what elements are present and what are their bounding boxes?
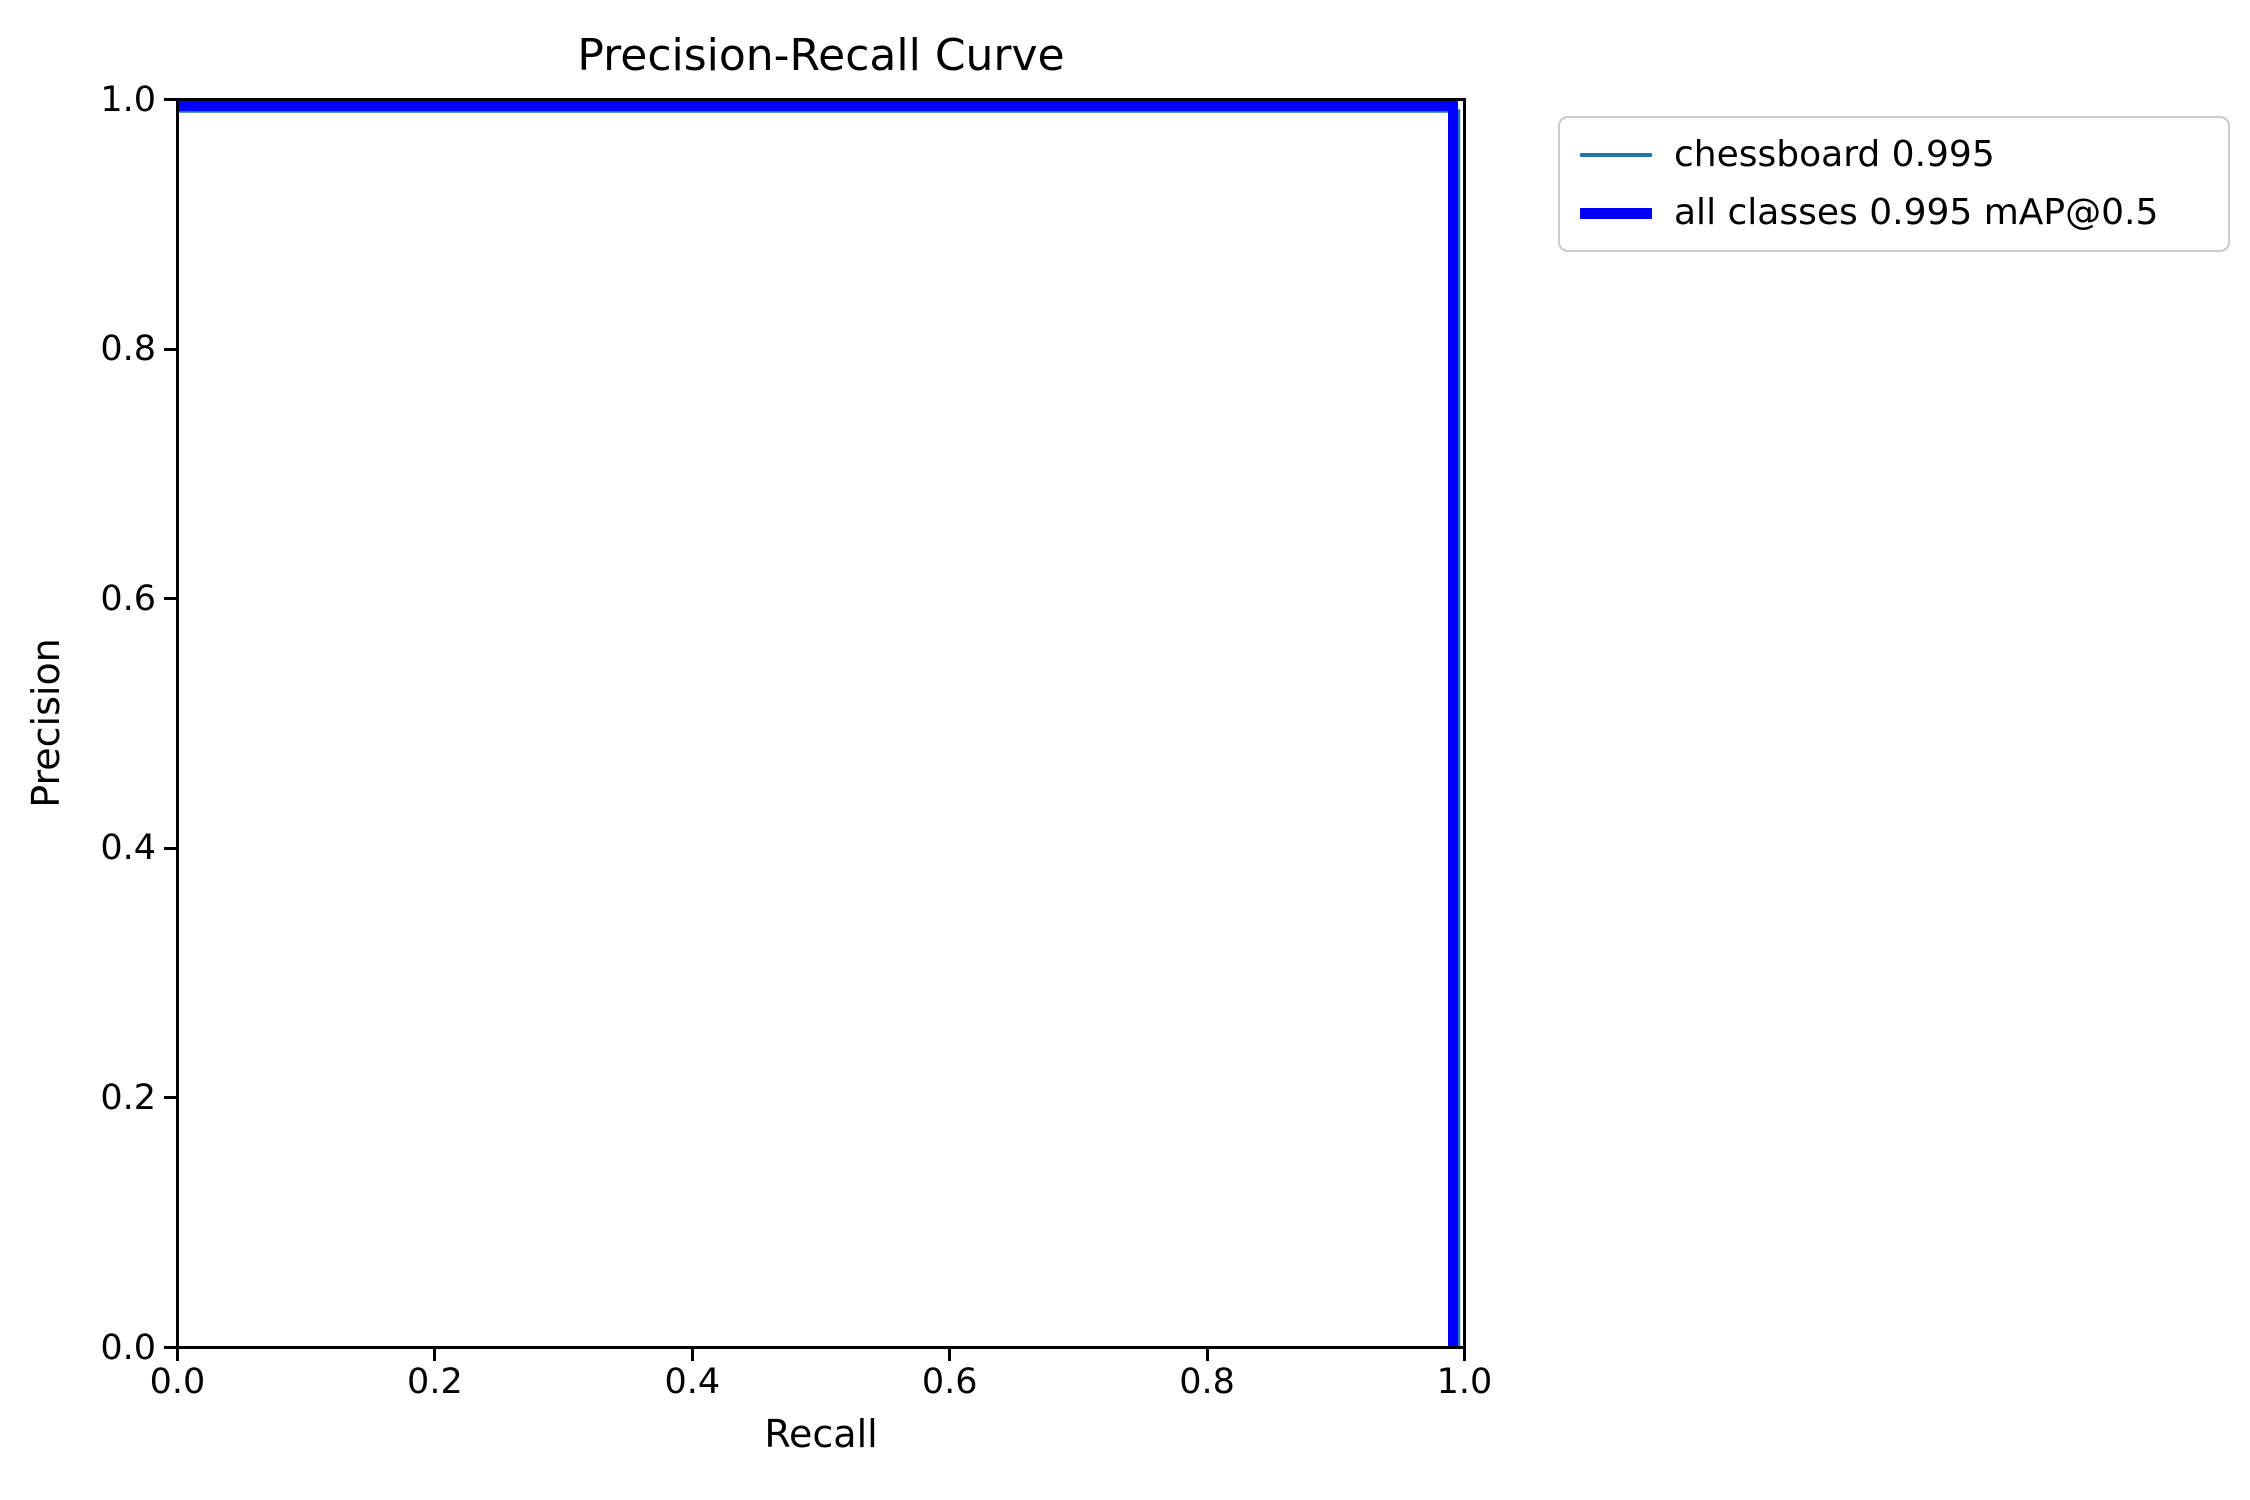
y-axis-label: Precision: [24, 638, 68, 808]
y-tick-label: 0.2: [100, 1077, 156, 1118]
legend-label: chessboard 0.995: [1674, 134, 1995, 176]
x-tick-mark: [948, 1349, 952, 1361]
x-tick-label: 1.0: [1436, 1362, 1493, 1402]
x-tick-mark: [690, 1349, 694, 1361]
x-tick-mark: [176, 1349, 179, 1361]
all-classes-curve: [179, 101, 1458, 1346]
y-tick-mark: [164, 1346, 176, 1349]
legend: chessboard 0.995 all classes 0.995 mAP@0…: [1558, 116, 2230, 252]
legend-label: all classes 0.995 mAP@0.5: [1674, 192, 2159, 234]
chart-title: Precision-Recall Curve: [577, 30, 1065, 81]
legend-item-chessboard: chessboard 0.995: [1580, 134, 2208, 176]
x-tick-mark: [1463, 1349, 1466, 1361]
y-tick-label: 0.0: [100, 1327, 156, 1368]
x-tick-label: 0.8: [1179, 1362, 1235, 1402]
pr-curve-canvas: [179, 101, 1461, 1346]
y-tick-mark: [164, 98, 176, 101]
x-tick-mark: [433, 1349, 437, 1361]
x-axis-label: Recall: [764, 1412, 878, 1456]
y-tick-label: 0.4: [100, 828, 156, 869]
x-tick-mark: [1205, 1349, 1209, 1361]
legend-line-sample-thin: [1580, 153, 1652, 157]
legend-item-all-classes: all classes 0.995 mAP@0.5: [1580, 192, 2208, 234]
y-tick-mark: [164, 347, 176, 351]
x-tick-label: 0.2: [407, 1362, 463, 1402]
y-tick-mark: [164, 846, 176, 850]
plot-area: [176, 98, 1466, 1349]
chessboard-curve: [179, 109, 1461, 1346]
x-tick-label: 0.4: [664, 1362, 721, 1402]
y-tick-label: 0.8: [100, 328, 156, 369]
y-tick-label: 1.0: [100, 79, 156, 120]
legend-line-sample-thick: [1580, 207, 1652, 219]
y-tick-label: 0.6: [100, 578, 156, 619]
x-tick-label: 0.6: [921, 1362, 978, 1402]
y-tick-mark: [164, 1096, 176, 1100]
x-tick-label: 0.0: [149, 1362, 206, 1402]
y-tick-mark: [164, 597, 176, 601]
